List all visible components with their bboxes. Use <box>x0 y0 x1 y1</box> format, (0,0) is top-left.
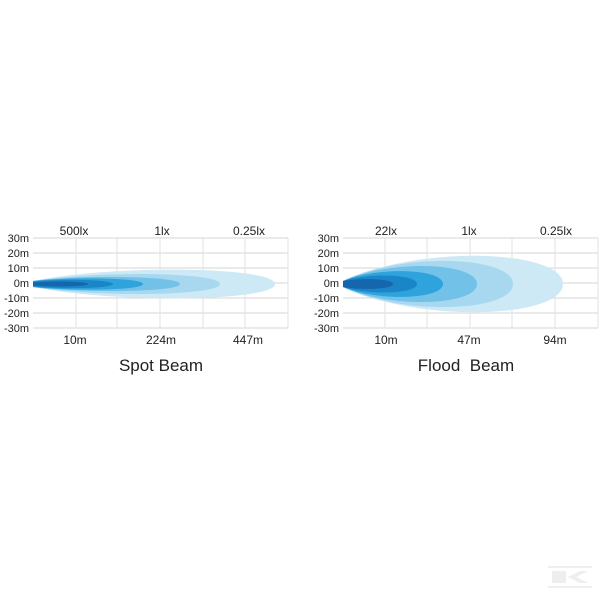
lux-label: 1lx <box>461 224 476 238</box>
y-tick-label: -10m <box>314 293 339 305</box>
y-tick-label: -30m <box>4 323 29 335</box>
lux-label: 0.25lx <box>540 224 572 238</box>
y-tick-label: -20m <box>314 308 339 320</box>
brand-logo <box>548 566 592 588</box>
y-tick-label: 30m <box>8 233 29 245</box>
distance-label: 447m <box>233 333 263 347</box>
y-tick-label: -30m <box>314 323 339 335</box>
distance-label: 224m <box>146 333 176 347</box>
chart-title: Spot Beam <box>119 356 203 375</box>
distance-label: 94m <box>543 333 566 347</box>
y-tick-label: 10m <box>8 263 29 275</box>
distance-label: 47m <box>457 333 480 347</box>
beam-contour-5 <box>343 279 393 289</box>
distance-label: 10m <box>63 333 86 347</box>
chart-0: 30m 20m 10m 0m -10m -20m -30m 500lx 1lx 0.25lx 10m… <box>4 224 289 375</box>
y-tick-label: 0m <box>14 278 29 290</box>
y-tick-label: 20m <box>318 248 339 260</box>
beam-contour-5 <box>33 281 88 287</box>
y-tick-label: 20m <box>8 248 29 260</box>
y-tick-label: 0m <box>324 278 339 290</box>
lux-label: 500lx <box>60 224 89 238</box>
distance-label: 10m <box>374 333 397 347</box>
chart-title: Flood Beam <box>418 356 514 375</box>
y-tick-label: 30m <box>318 233 339 245</box>
lux-label: 1lx <box>154 224 169 238</box>
lux-label: 22lx <box>375 224 397 238</box>
y-tick-label: 10m <box>318 263 339 275</box>
y-tick-label: -20m <box>4 308 29 320</box>
chart-1: 30m 20m 10m 0m -10m -20m -30m 22lx 1lx 0.25lx 10m 4… <box>314 224 599 375</box>
lux-label: 0.25lx <box>233 224 265 238</box>
y-tick-label: -10m <box>4 293 29 305</box>
